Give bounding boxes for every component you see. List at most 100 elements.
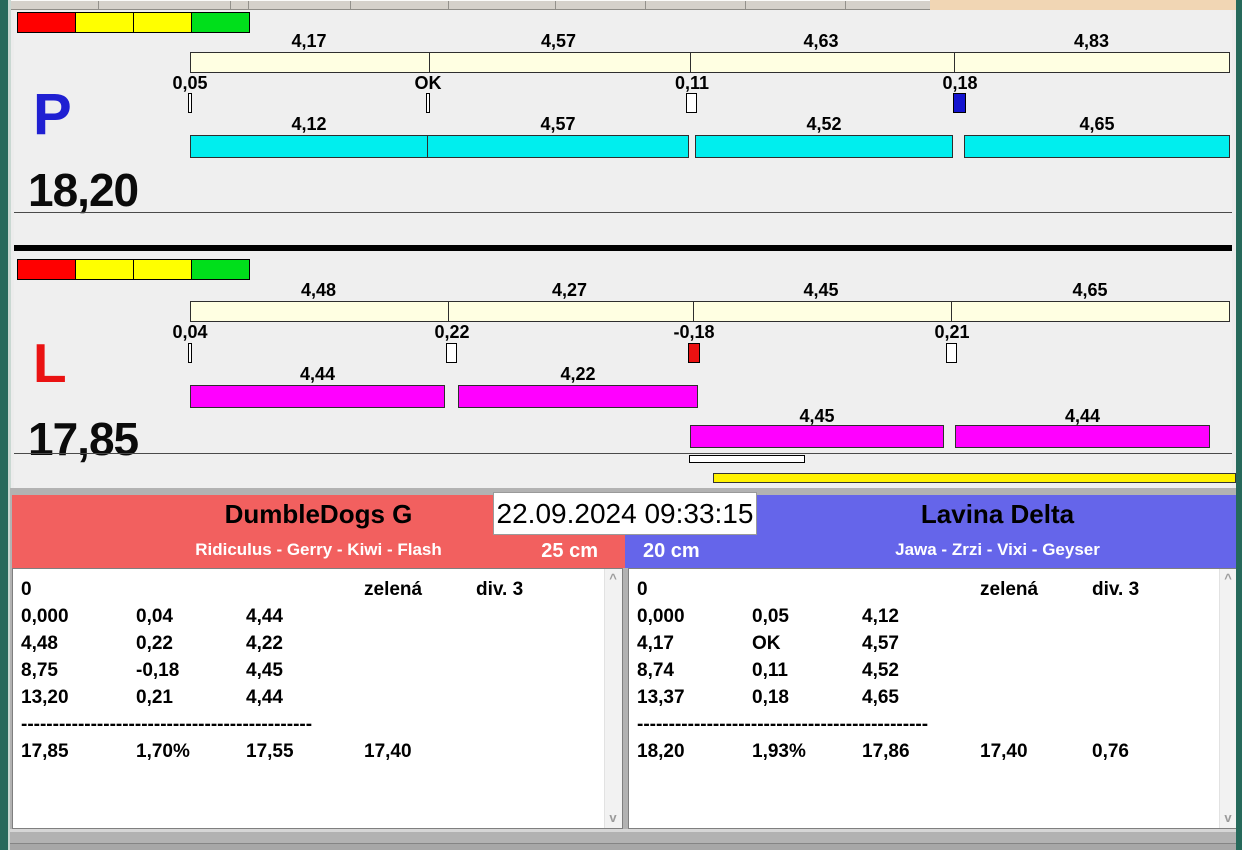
marker-value-label: 0,21 bbox=[934, 322, 970, 342]
results-pane-left[interactable]: 0 zelená div. 3 0,000 0,04 4,44 4,48 0,22 4,22 8,… bbox=[12, 568, 623, 829]
jump-height-left: 25 cm bbox=[541, 540, 598, 562]
gap-bar-divider bbox=[429, 53, 430, 72]
scroll-down-icon[interactable]: v bbox=[1224, 810, 1232, 825]
result-row: 17,85 1,70% 17,55 17,40 bbox=[13, 738, 604, 765]
toolbar-separator bbox=[645, 1, 646, 9]
result-row: 13,20 0,21 4,44 bbox=[13, 684, 604, 711]
toolbar-separator bbox=[98, 1, 99, 9]
result-cell: 0,21 bbox=[136, 687, 173, 708]
run-bar-segment bbox=[964, 135, 1230, 158]
gap-bar-divider bbox=[448, 302, 449, 321]
scrollbar-left[interactable]: ^ v bbox=[604, 569, 622, 828]
gap-time-label: 4,17 bbox=[291, 31, 327, 51]
result-cell: 0 bbox=[21, 579, 32, 600]
result-cell: 17,40 bbox=[364, 741, 412, 762]
result-cell: 4,45 bbox=[246, 660, 283, 681]
result-cell: 18,20 bbox=[637, 741, 685, 762]
result-cell: -0,18 bbox=[136, 660, 180, 681]
pane-bottom-strip bbox=[10, 829, 1236, 832]
gap-time-label: 4,48 bbox=[300, 280, 337, 300]
toolbar-highlight bbox=[10, 0, 1236, 1]
run-time-label: 4,52 bbox=[806, 114, 842, 134]
gap-time-label: 4,83 bbox=[1073, 31, 1110, 51]
result-cell: 17,40 bbox=[980, 741, 1028, 762]
results-pane-right[interactable]: 0 zelená div. 3 0,000 0,05 4,12 4,17 OK 4,57 8,74… bbox=[628, 568, 1238, 829]
panel-l-underline bbox=[14, 453, 1232, 454]
run-time-label: 4,65 bbox=[1079, 114, 1115, 134]
panel-p-underline bbox=[14, 212, 1232, 213]
result-cell: 8,74 bbox=[637, 660, 674, 681]
result-cell: 0,05 bbox=[752, 606, 789, 627]
scroll-up-icon[interactable]: ^ bbox=[609, 571, 617, 586]
run-bar-segment bbox=[695, 135, 953, 158]
gap-time-label: 4,65 bbox=[1072, 280, 1108, 300]
lane-letter-l: L bbox=[33, 332, 67, 394]
start-light bbox=[133, 12, 192, 33]
start-light bbox=[75, 12, 134, 33]
run-bar-segment bbox=[427, 135, 689, 158]
tick-marker bbox=[188, 93, 192, 113]
gap-time-label: 4,27 bbox=[551, 280, 588, 300]
jump-height-right: 20 cm bbox=[643, 540, 700, 562]
result-row: 8,75 -0,18 4,45 bbox=[13, 657, 604, 684]
gap-bar-divider bbox=[690, 53, 691, 72]
result-row: 8,74 0,11 4,52 bbox=[629, 657, 1219, 684]
result-cell: ----------------------------------------… bbox=[637, 714, 929, 735]
result-cell: zelená bbox=[364, 579, 423, 600]
marker-value-label: 0,11 bbox=[674, 73, 710, 93]
gap-time-label: 4,57 bbox=[540, 31, 577, 51]
result-row: ----------------------------------------… bbox=[13, 711, 604, 738]
result-cell: 0,18 bbox=[752, 687, 789, 708]
run-time-label: 4,44 bbox=[299, 364, 336, 384]
result-cell: 0 bbox=[637, 579, 648, 600]
result-cell: 0,76 bbox=[1092, 741, 1129, 762]
heat-panel-l: L 17,85 4,48 4,27 4,45 4,65 0,04 0,22 -0,18 0,2… bbox=[14, 251, 1236, 488]
white-box-marker bbox=[946, 343, 957, 363]
scroll-up-icon[interactable]: ^ bbox=[1224, 571, 1232, 586]
result-cell: 4,65 bbox=[862, 687, 899, 708]
result-cell: zelená bbox=[980, 579, 1039, 600]
result-row: 18,20 1,93% 17,86 17,40 0,76 bbox=[629, 738, 1219, 765]
start-light bbox=[17, 259, 76, 280]
red-box-marker bbox=[688, 343, 700, 363]
result-row: 4,48 0,22 4,22 bbox=[13, 630, 604, 657]
start-lights-l bbox=[17, 259, 250, 280]
blue-box-marker bbox=[953, 93, 966, 113]
toolbar-separator bbox=[845, 1, 846, 9]
result-cell: div. 3 bbox=[476, 579, 524, 600]
result-cell: div. 3 bbox=[1092, 579, 1140, 600]
result-cell: 1,93% bbox=[752, 741, 806, 762]
scrollbar-right[interactable]: ^ v bbox=[1219, 569, 1237, 828]
result-cell: 8,75 bbox=[21, 660, 58, 681]
run-time-label: 4,45 bbox=[799, 406, 835, 426]
result-cell: 0,22 bbox=[136, 633, 173, 654]
window-border-left-inner bbox=[8, 0, 11, 850]
start-lights-p bbox=[17, 12, 250, 33]
result-row: 0,000 0,05 4,12 bbox=[629, 603, 1219, 630]
tick-marker bbox=[188, 343, 192, 363]
status-bar bbox=[10, 843, 1236, 850]
progress-white-strip bbox=[689, 455, 805, 463]
team-dogs-left: Ridiculus - Gerry - Kiwi - Flash bbox=[195, 540, 442, 559]
run-bar-segment bbox=[955, 425, 1210, 448]
gap-bar-divider bbox=[954, 53, 955, 72]
result-row: 0 zelená div. 3 bbox=[629, 576, 1219, 603]
marker-value-label: -0,18 bbox=[673, 322, 715, 342]
white-box-marker bbox=[446, 343, 457, 363]
gap-bar bbox=[190, 52, 1230, 73]
result-row: 0 zelená div. 3 bbox=[13, 576, 604, 603]
results-section: DumbleDogs G Ridiculus - Gerry - Kiwi - … bbox=[10, 488, 1238, 850]
result-cell: 4,44 bbox=[246, 606, 283, 627]
result-cell: OK bbox=[752, 633, 781, 654]
toolbar-separator bbox=[448, 1, 449, 9]
run-time-label: 4,44 bbox=[1064, 406, 1101, 426]
progress-yellow-bar bbox=[713, 473, 1236, 483]
toolbar-separator bbox=[745, 1, 746, 9]
toolbar-peach-strip bbox=[930, 0, 1236, 10]
lane-total-time-l: 17,85 bbox=[28, 413, 139, 465]
heat-timestamp: 22.09.2024 09:33:15 bbox=[493, 492, 757, 535]
scroll-down-icon[interactable]: v bbox=[609, 810, 617, 825]
result-row: ----------------------------------------… bbox=[629, 711, 1219, 738]
gap-time-label: 4,63 bbox=[803, 31, 839, 51]
lane-divider bbox=[14, 245, 1232, 251]
